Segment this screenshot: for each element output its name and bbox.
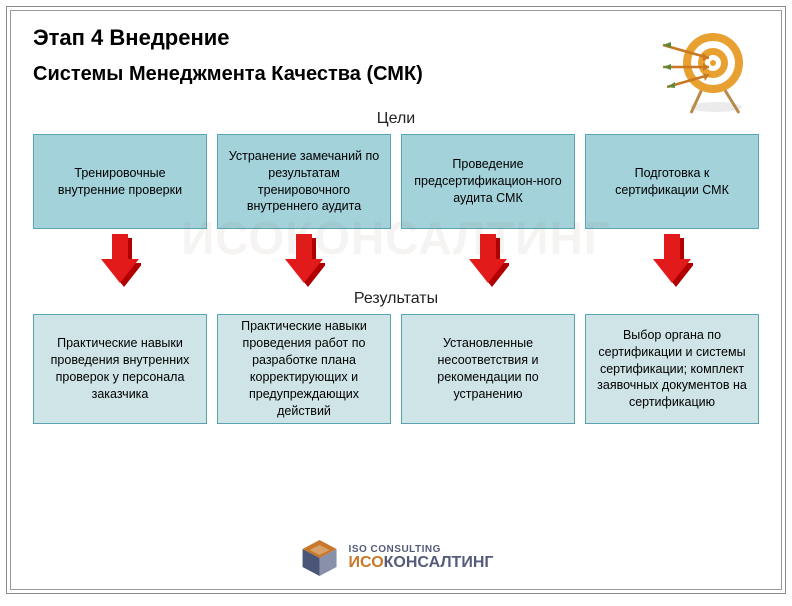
results-label: Результаты bbox=[33, 290, 759, 308]
goal-box-2: Проведение предсертификацион-ного аудита… bbox=[401, 134, 575, 229]
logo-text: ISO CONSULTING ИСОКОНСАЛТИНГ bbox=[349, 545, 494, 571]
results-row: Практические навыки проведения внутренни… bbox=[33, 314, 759, 424]
result-box-0: Практические навыки проведения внутренни… bbox=[33, 314, 207, 424]
outer-frame: ИСОКОНСАЛТИНГ Этап 4 Внедрение Системы М… bbox=[6, 6, 786, 594]
goals-row: Тренировочные внутренние проверкиУстране… bbox=[33, 134, 759, 229]
goals-label: Цели bbox=[33, 110, 759, 128]
page-subtitle: Системы Менеджмента Качества (СМК) bbox=[33, 63, 759, 86]
page-title: Этап 4 Внедрение bbox=[33, 25, 759, 51]
result-box-1: Практические навыки проведения работ по … bbox=[217, 314, 391, 424]
logo-bottom-text: ИСОКОНСАЛТИНГ bbox=[349, 555, 494, 571]
arrow-down-0 bbox=[33, 233, 207, 288]
arrow-down-2 bbox=[401, 233, 575, 288]
footer-logo: ISO CONSULTING ИСОКОНСАЛТИНГ bbox=[299, 537, 494, 579]
logo-cube-icon bbox=[299, 537, 341, 579]
goal-box-0: Тренировочные внутренние проверки bbox=[33, 134, 207, 229]
result-box-3: Выбор органа по сертификации и системы с… bbox=[585, 314, 759, 424]
target-icon bbox=[661, 25, 751, 120]
arrow-down-3 bbox=[585, 233, 759, 288]
goal-box-1: Устранение замечаний по результатам трен… bbox=[217, 134, 391, 229]
arrow-down-1 bbox=[217, 233, 391, 288]
inner-frame: ИСОКОНСАЛТИНГ Этап 4 Внедрение Системы М… bbox=[10, 10, 782, 590]
result-box-2: Установленные несоответствия и рекоменда… bbox=[401, 314, 575, 424]
goal-box-3: Подготовка к сертификации СМК bbox=[585, 134, 759, 229]
arrows-row bbox=[33, 233, 759, 288]
